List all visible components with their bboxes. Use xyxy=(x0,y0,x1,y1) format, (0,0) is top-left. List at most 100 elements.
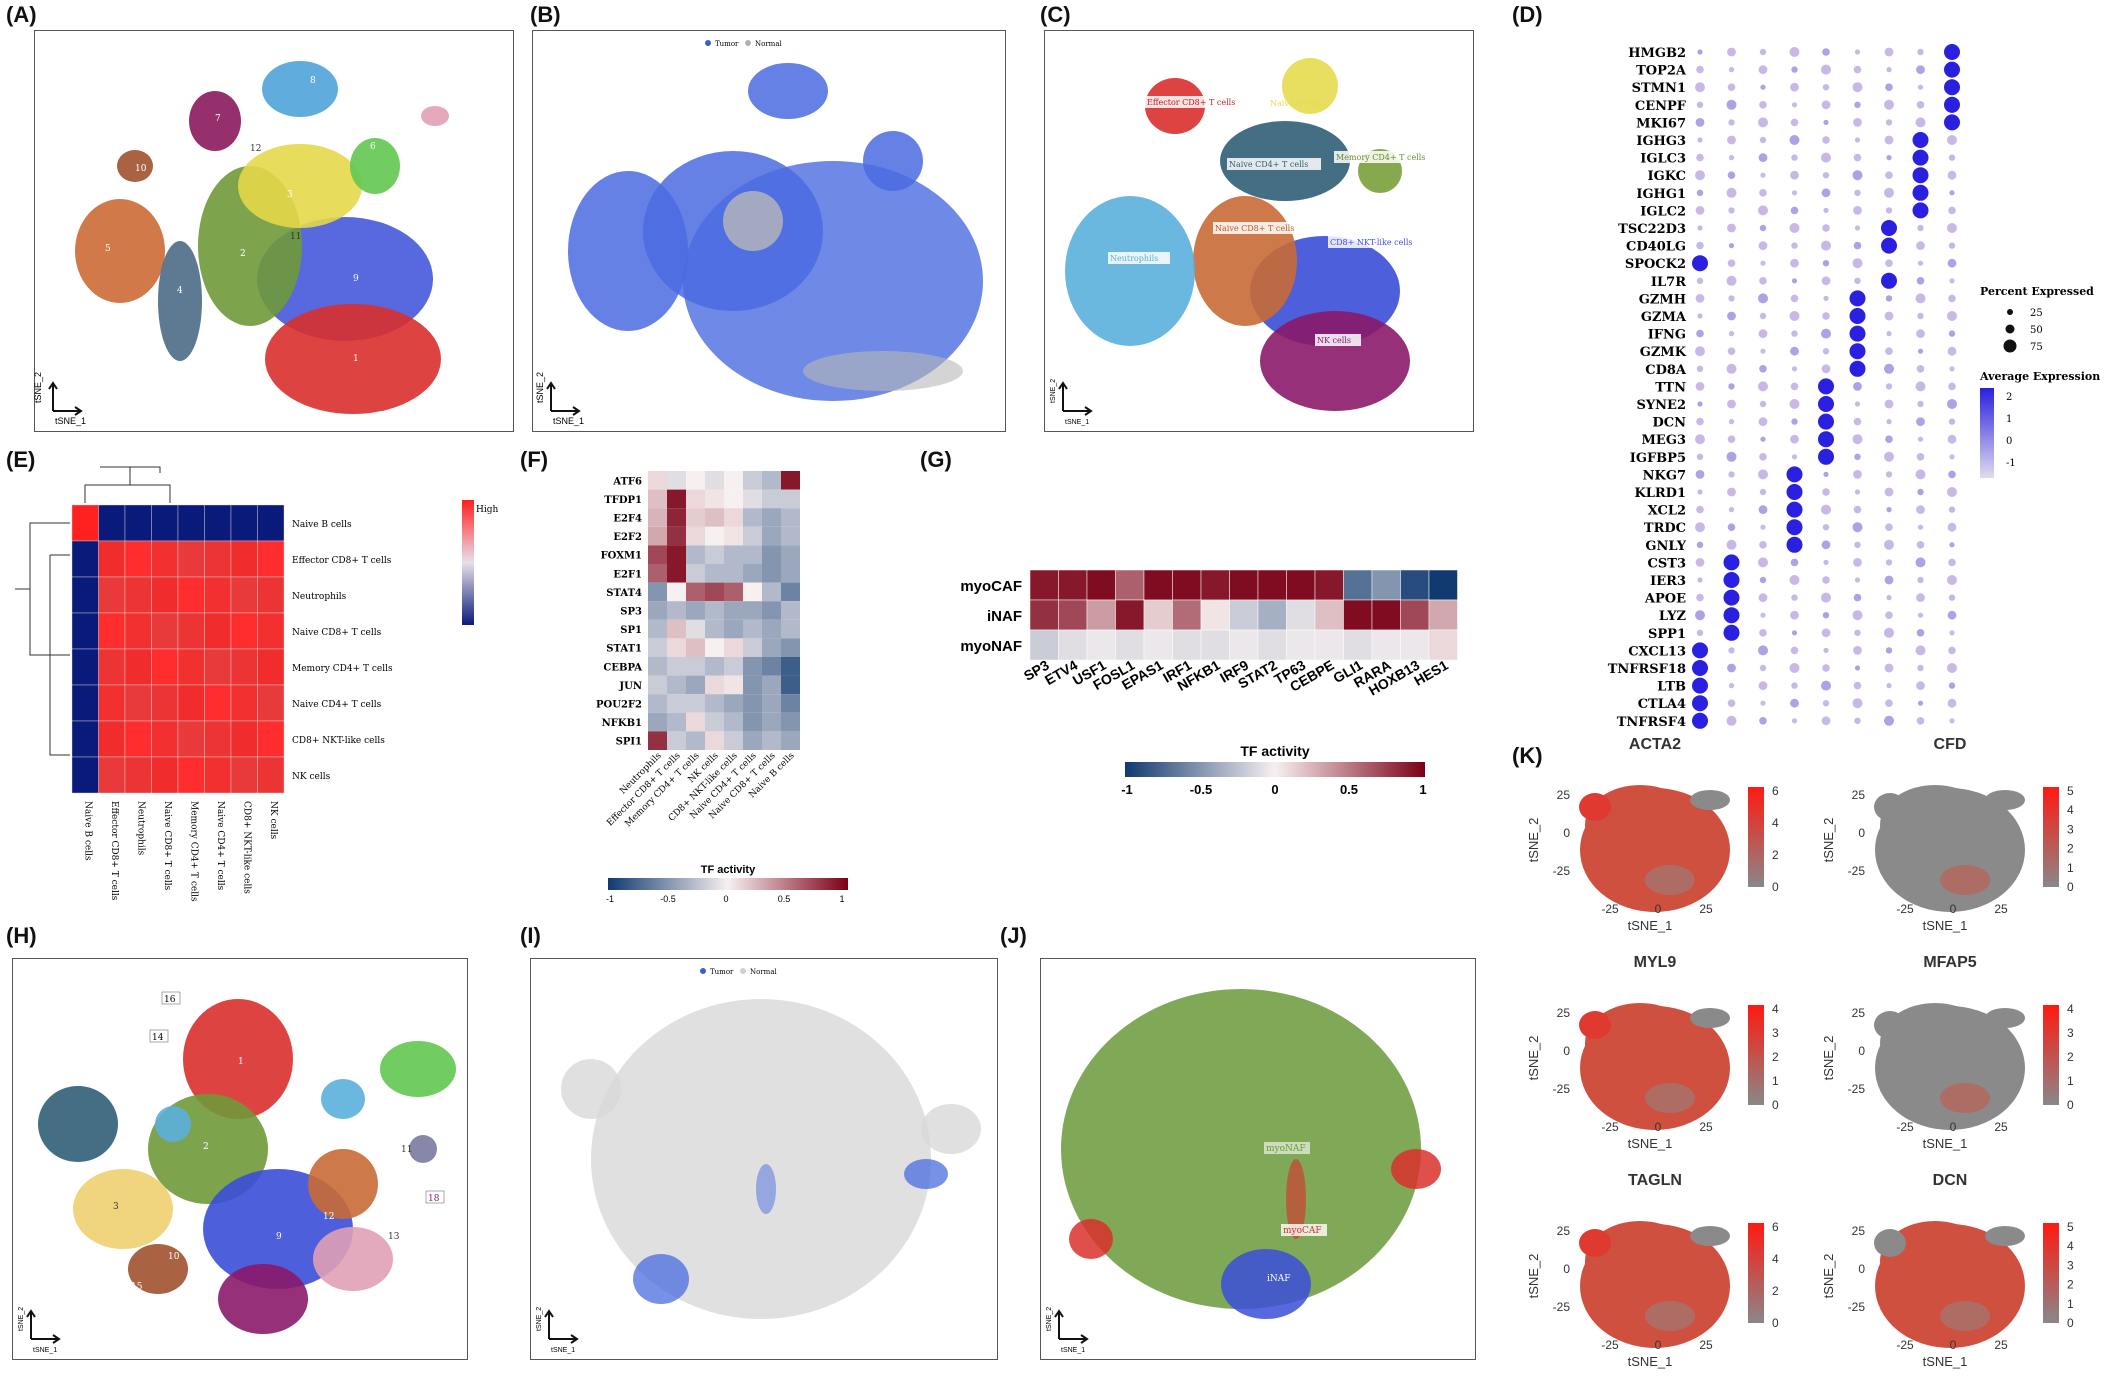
feature-blob xyxy=(1585,785,1695,865)
dot xyxy=(1916,241,1925,251)
dot xyxy=(1727,259,1736,267)
gene-label: IL7R xyxy=(1651,275,1686,290)
dot xyxy=(1949,542,1955,548)
heat-cell xyxy=(648,638,667,657)
gene-label: XCL2 xyxy=(1648,504,1686,519)
feature-colorbar xyxy=(2043,1223,2059,1323)
dot xyxy=(1696,189,1704,196)
colorbar-tick: 1 xyxy=(839,894,844,904)
dot xyxy=(1885,699,1893,707)
dot xyxy=(1886,331,1892,337)
dot xyxy=(1823,295,1829,301)
heat-cell xyxy=(724,657,743,676)
heat-cell xyxy=(648,582,667,602)
feature-title: DCN xyxy=(1933,1172,1968,1189)
dot xyxy=(1852,82,1863,93)
gene-label: CST3 xyxy=(1648,556,1686,571)
col-label: HES1 xyxy=(1411,657,1451,689)
dot xyxy=(1728,683,1735,689)
panel-label-g: (G) xyxy=(920,447,952,472)
tsne-y-label: tSNE_2 xyxy=(536,1307,543,1331)
heat-cell xyxy=(1200,569,1230,601)
heat-cell xyxy=(705,694,724,713)
dot xyxy=(1821,276,1831,286)
y-axis-title: tSNE_2 xyxy=(1526,818,1541,863)
heat-cell xyxy=(1029,599,1059,631)
dot xyxy=(1695,170,1705,181)
dot xyxy=(1884,575,1894,585)
dot xyxy=(1786,484,1803,500)
dot xyxy=(1854,717,1861,724)
heat-cell xyxy=(781,582,800,602)
colorbar-tick: 4 xyxy=(2067,1239,2074,1253)
dot xyxy=(1822,576,1830,584)
heat-cell xyxy=(686,545,705,564)
heat-cell xyxy=(667,564,686,583)
gene-label: SYNE2 xyxy=(1636,398,1686,413)
heat-cell xyxy=(1257,599,1287,631)
dot xyxy=(1947,135,1957,145)
heat-cell xyxy=(1058,599,1088,631)
tsne-x-label: tSNE_1 xyxy=(33,1347,57,1354)
feature-blob xyxy=(1940,1083,1990,1113)
dot xyxy=(1822,700,1830,707)
heat-cell xyxy=(71,756,99,794)
dot xyxy=(1854,453,1861,460)
dot xyxy=(1758,469,1768,480)
feature-title: ACTA2 xyxy=(1629,736,1681,753)
x-tick: -25 xyxy=(1601,1120,1619,1134)
dot xyxy=(1696,241,1704,250)
colorbar-g xyxy=(1125,762,1425,777)
gene-label: TNFRSF18 xyxy=(1608,662,1686,677)
dot xyxy=(1695,206,1705,215)
dot xyxy=(1854,577,1861,583)
dot xyxy=(1821,364,1831,374)
dot xyxy=(1696,65,1704,74)
dot xyxy=(1695,346,1705,357)
row-label: Effector CD8+ T cells xyxy=(292,556,392,566)
dot xyxy=(1853,65,1862,74)
heat-cell xyxy=(230,504,258,542)
heat-cell xyxy=(1286,569,1316,601)
axis-arrows xyxy=(546,381,581,416)
dot xyxy=(1759,136,1767,144)
x-tick: -25 xyxy=(1896,1338,1914,1352)
dot xyxy=(1917,400,1924,408)
heat-cell xyxy=(686,619,705,639)
heat-cell xyxy=(1371,599,1401,631)
dot xyxy=(1760,348,1766,354)
heat-cell xyxy=(177,720,205,758)
dot xyxy=(1916,417,1925,426)
panel-c-plot: Effector CD8+ T cells Naive B cells Naiv… xyxy=(1050,58,1444,426)
panel-b-tsne: Tumor Normal tSNE_2 tSNE_1 xyxy=(532,30,1006,432)
heat-cell xyxy=(781,526,800,546)
dot xyxy=(1727,47,1736,57)
dot xyxy=(1854,541,1861,548)
col-label: Naive B cells xyxy=(82,801,92,861)
dot xyxy=(1696,453,1704,460)
dot xyxy=(1695,470,1705,479)
heat-cell xyxy=(781,508,800,527)
row-label: TFDP1 xyxy=(604,495,642,506)
feature-blob xyxy=(1690,790,1730,810)
x-axis-title: tSNE_1 xyxy=(1628,1354,1673,1369)
heat-cell xyxy=(1029,629,1059,661)
heat-cell xyxy=(686,508,705,527)
gene-label: TRDC xyxy=(1644,521,1686,536)
dot xyxy=(1947,223,1957,233)
row-label: myoCAF xyxy=(960,578,1022,595)
heat-cell xyxy=(98,756,126,794)
heat-cell xyxy=(71,540,99,578)
heat-cell xyxy=(257,576,285,614)
heat-cell xyxy=(724,526,743,546)
dot xyxy=(1917,664,1924,672)
colorbar-tick: 1 xyxy=(1772,1074,1779,1088)
heat-cell xyxy=(1086,569,1116,601)
colorbar-tick: 0 xyxy=(1772,1098,1779,1112)
row-label: FOXM1 xyxy=(601,551,642,562)
heat-cell xyxy=(204,612,232,650)
heat-cell xyxy=(98,720,126,758)
legend-color-tick: 0 xyxy=(2006,436,2012,447)
colorbar-tick: 4 xyxy=(1772,1252,1779,1266)
heat-cell xyxy=(71,720,99,758)
